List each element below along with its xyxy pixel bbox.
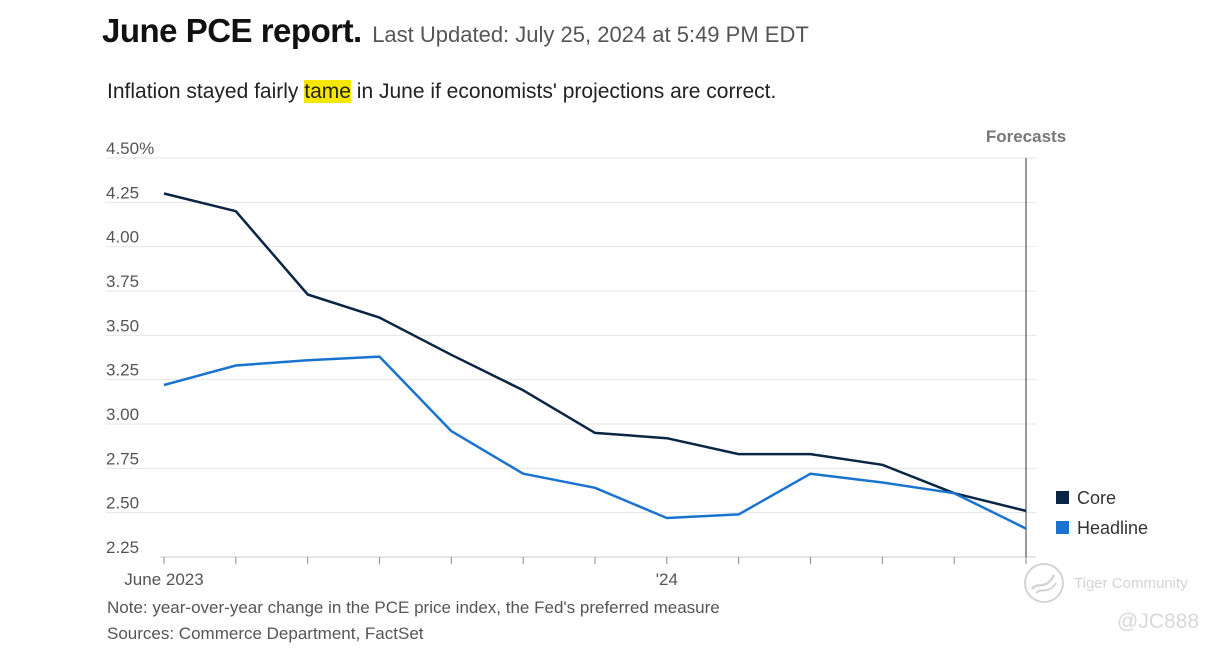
subtitle-highlight: tame	[304, 80, 351, 103]
legend-label-headline: Headline	[1077, 518, 1148, 538]
y-tick-label: 2.50	[106, 494, 139, 513]
y-tick-label: 4.25	[106, 183, 139, 202]
series-line-core	[163, 192, 1027, 513]
x-tick-label: June 2023	[124, 570, 203, 589]
chart-sources: Sources: Commerce Department, FactSet	[107, 624, 424, 643]
subtitle-text-after: in June if economists' projections are c…	[350, 80, 777, 103]
forecast-label: Forecasts	[986, 127, 1066, 146]
y-tick-label: 3.50	[106, 316, 139, 335]
chart-title: June PCE report.	[102, 12, 362, 49]
legend-swatch-headline	[1056, 521, 1069, 534]
y-tick-label: 4.50%	[106, 139, 154, 158]
watermark-brand: Tiger Community	[1074, 575, 1188, 592]
last-updated: Last Updated: July 25, 2024 at 5:49 PM E…	[372, 22, 809, 47]
subtitle-text-before: Inflation stayed fairly	[107, 80, 305, 103]
y-tick-label: 3.75	[106, 272, 139, 291]
x-tick-label: '24	[656, 570, 678, 589]
y-tick-label: 3.00	[106, 405, 139, 424]
tiger-logo-icon	[1024, 563, 1064, 603]
chart-subtitle: Inflation stayed fairly tame in June if …	[107, 80, 776, 104]
chart-note: Note: year-over-year change in the PCE p…	[107, 598, 720, 617]
legend-swatch-core	[1056, 491, 1069, 504]
y-tick-label: 2.75	[106, 449, 139, 468]
watermark-handle: @JC888	[1117, 610, 1200, 633]
chart-header: June PCE report. Last Updated: July 25, …	[102, 12, 809, 50]
y-tick-label: 3.25	[106, 361, 139, 380]
watermark: Tiger Community @JC888	[1022, 561, 1212, 641]
y-tick-label: 2.25	[106, 538, 139, 557]
series-line-headline	[163, 355, 1027, 530]
legend-label-core: Core	[1077, 488, 1116, 508]
y-tick-label: 4.00	[106, 228, 139, 247]
